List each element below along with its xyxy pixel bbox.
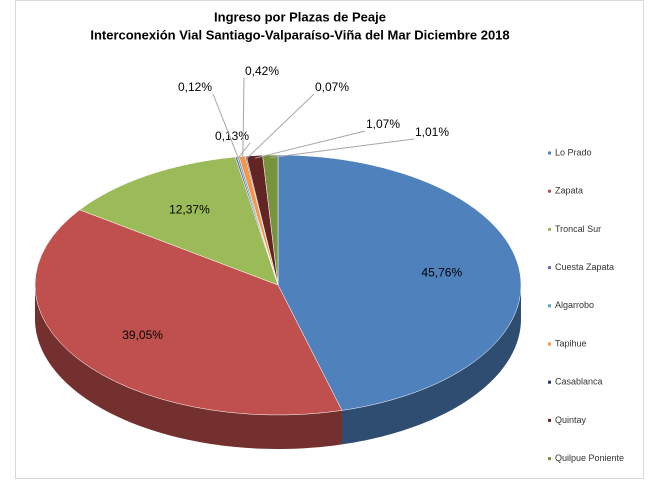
data-label: 1,01%	[415, 125, 449, 139]
pie-side	[35, 285, 342, 449]
data-label: 0,07%	[315, 80, 349, 94]
data-label: 39,05%	[122, 328, 163, 342]
pie-side	[341, 285, 521, 445]
pie-slice	[277, 154, 522, 411]
data-label: 0,42%	[245, 64, 279, 78]
legend-label: Quilpue Poniente	[555, 453, 624, 463]
legend-swatch	[548, 151, 551, 155]
leader-line	[212, 93, 240, 160]
leader-line	[270, 138, 415, 159]
legend-label: Casablanca	[555, 377, 603, 387]
legend-label: Zapata	[555, 186, 583, 196]
leader-line	[246, 93, 315, 160]
data-label: 0,12%	[178, 80, 212, 94]
legend-label: Troncal Sur	[555, 224, 601, 234]
leader-line	[236, 142, 251, 160]
data-label: 0,13%	[215, 129, 249, 143]
chart-subtitle: Interconexión Vial Santiago-Valparaíso-V…	[90, 27, 509, 42]
chart-title: Ingreso por Plazas de Peaje	[214, 9, 386, 24]
legend-swatch	[548, 266, 551, 270]
legend-label: Cuesta Zapata	[555, 262, 614, 272]
legend-swatch	[548, 380, 551, 384]
chart-frame	[15, 0, 644, 479]
legend-swatch	[548, 457, 551, 461]
legend-swatch	[548, 342, 551, 346]
legend-swatch	[548, 227, 551, 231]
pie-slice	[79, 156, 279, 286]
leader-line	[242, 77, 245, 160]
legend-label: Quintay	[555, 415, 587, 425]
legend-label: Tapihue	[555, 338, 587, 348]
data-label: 1,07%	[366, 117, 400, 131]
data-label: 12,37%	[169, 203, 210, 217]
data-label: 45,76%	[421, 265, 462, 279]
legend-label: Lo Prado	[555, 147, 592, 157]
legend-swatch	[548, 304, 551, 308]
legend-label: Algarrobo	[555, 300, 594, 310]
leader-line	[254, 130, 366, 159]
legend-swatch	[548, 418, 551, 422]
legend-swatch	[548, 189, 551, 193]
pie-slice	[262, 154, 279, 286]
pie-slice	[34, 209, 343, 416]
